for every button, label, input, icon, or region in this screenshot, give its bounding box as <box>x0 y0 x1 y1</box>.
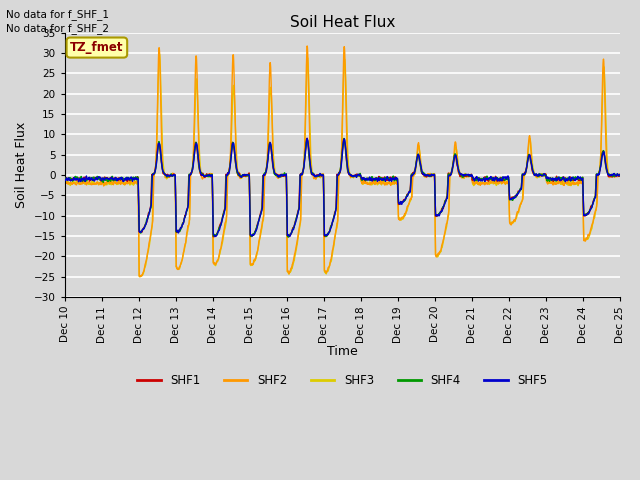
Text: No data for f_SHF_2: No data for f_SHF_2 <box>6 23 109 34</box>
Text: No data for f_SHF_1: No data for f_SHF_1 <box>6 9 109 20</box>
Text: TZ_fmet: TZ_fmet <box>70 41 124 54</box>
X-axis label: Time: Time <box>327 345 358 358</box>
Legend: SHF1, SHF2, SHF3, SHF4, SHF5: SHF1, SHF2, SHF3, SHF4, SHF5 <box>132 369 552 391</box>
Y-axis label: Soil Heat Flux: Soil Heat Flux <box>15 121 28 208</box>
Title: Soil Heat Flux: Soil Heat Flux <box>290 15 395 30</box>
